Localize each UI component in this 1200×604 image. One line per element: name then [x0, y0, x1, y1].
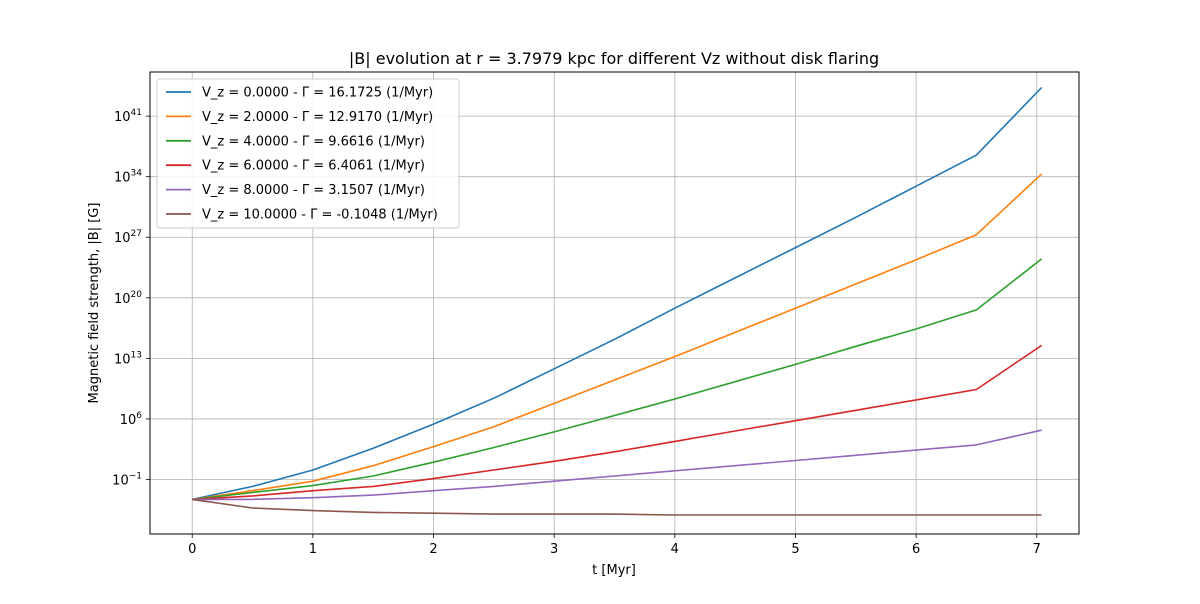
y-axis-label: Magnetic field strength, |B| [G] — [87, 203, 102, 404]
legend-label: V_z = 2.0000 - Γ = 12.9170 (1/Myr) — [202, 110, 433, 125]
series-line — [192, 429, 1042, 501]
y-tick-label: 1020 — [114, 290, 142, 307]
plot-frame — [149, 71, 1080, 535]
x-tick-label: 2 — [429, 542, 437, 557]
x-tick-label: 5 — [791, 542, 799, 557]
x-tick-label: 0 — [188, 542, 196, 557]
series-lines — [192, 87, 1043, 516]
series-line — [192, 87, 1043, 501]
x-axis-label: t [Myr] — [592, 563, 636, 578]
x-axis-ticks: 0 1 2 3 4 5 6 7 — [188, 534, 1041, 557]
x-tick-label: 3 — [550, 542, 558, 557]
legend: V_z = 0.0000 - Γ = 16.1725 (1/Myr) V_z = … — [156, 78, 460, 229]
series-line — [192, 498, 1042, 516]
series-line — [192, 344, 1043, 501]
y-tick-label: 1027 — [114, 229, 142, 246]
legend-label: V_z = 0.0000 - Γ = 16.1725 (1/Myr) — [202, 86, 433, 101]
y-tick-label: 106 — [120, 411, 143, 428]
series-line — [192, 173, 1043, 501]
y-tick-label: 10−1 — [112, 471, 142, 488]
legend-label: V_z = 10.0000 - Γ = -0.1048 (1/Myr) — [202, 208, 438, 223]
legend-label: V_z = 4.0000 - Γ = 9.6616 (1/Myr) — [202, 134, 425, 149]
x-tick-label: 4 — [671, 542, 679, 557]
x-tick-label: 7 — [1033, 542, 1041, 557]
chart-title: |B| evolution at r = 3.7979 kpc for diff… — [349, 49, 879, 68]
legend-label: V_z = 6.0000 - Γ = 6.4061 (1/Myr) — [202, 159, 425, 174]
legend-entries: V_z = 0.0000 - Γ = 16.1725 (1/Myr) V_z = … — [166, 86, 438, 223]
legend-label: V_z = 8.0000 - Γ = 3.1507 (1/Myr) — [202, 183, 425, 198]
y-axis-ticks: 10−1 106 1013 1020 1027 1034 1041 — [112, 108, 150, 488]
legend-box — [156, 78, 460, 229]
y-tick-label: 1013 — [114, 350, 142, 367]
x-tick-label: 1 — [309, 542, 317, 557]
series-line — [192, 258, 1043, 501]
x-tick-label: 6 — [912, 542, 920, 557]
y-tick-label: 1041 — [114, 108, 142, 125]
y-tick-label: 1034 — [114, 169, 142, 186]
